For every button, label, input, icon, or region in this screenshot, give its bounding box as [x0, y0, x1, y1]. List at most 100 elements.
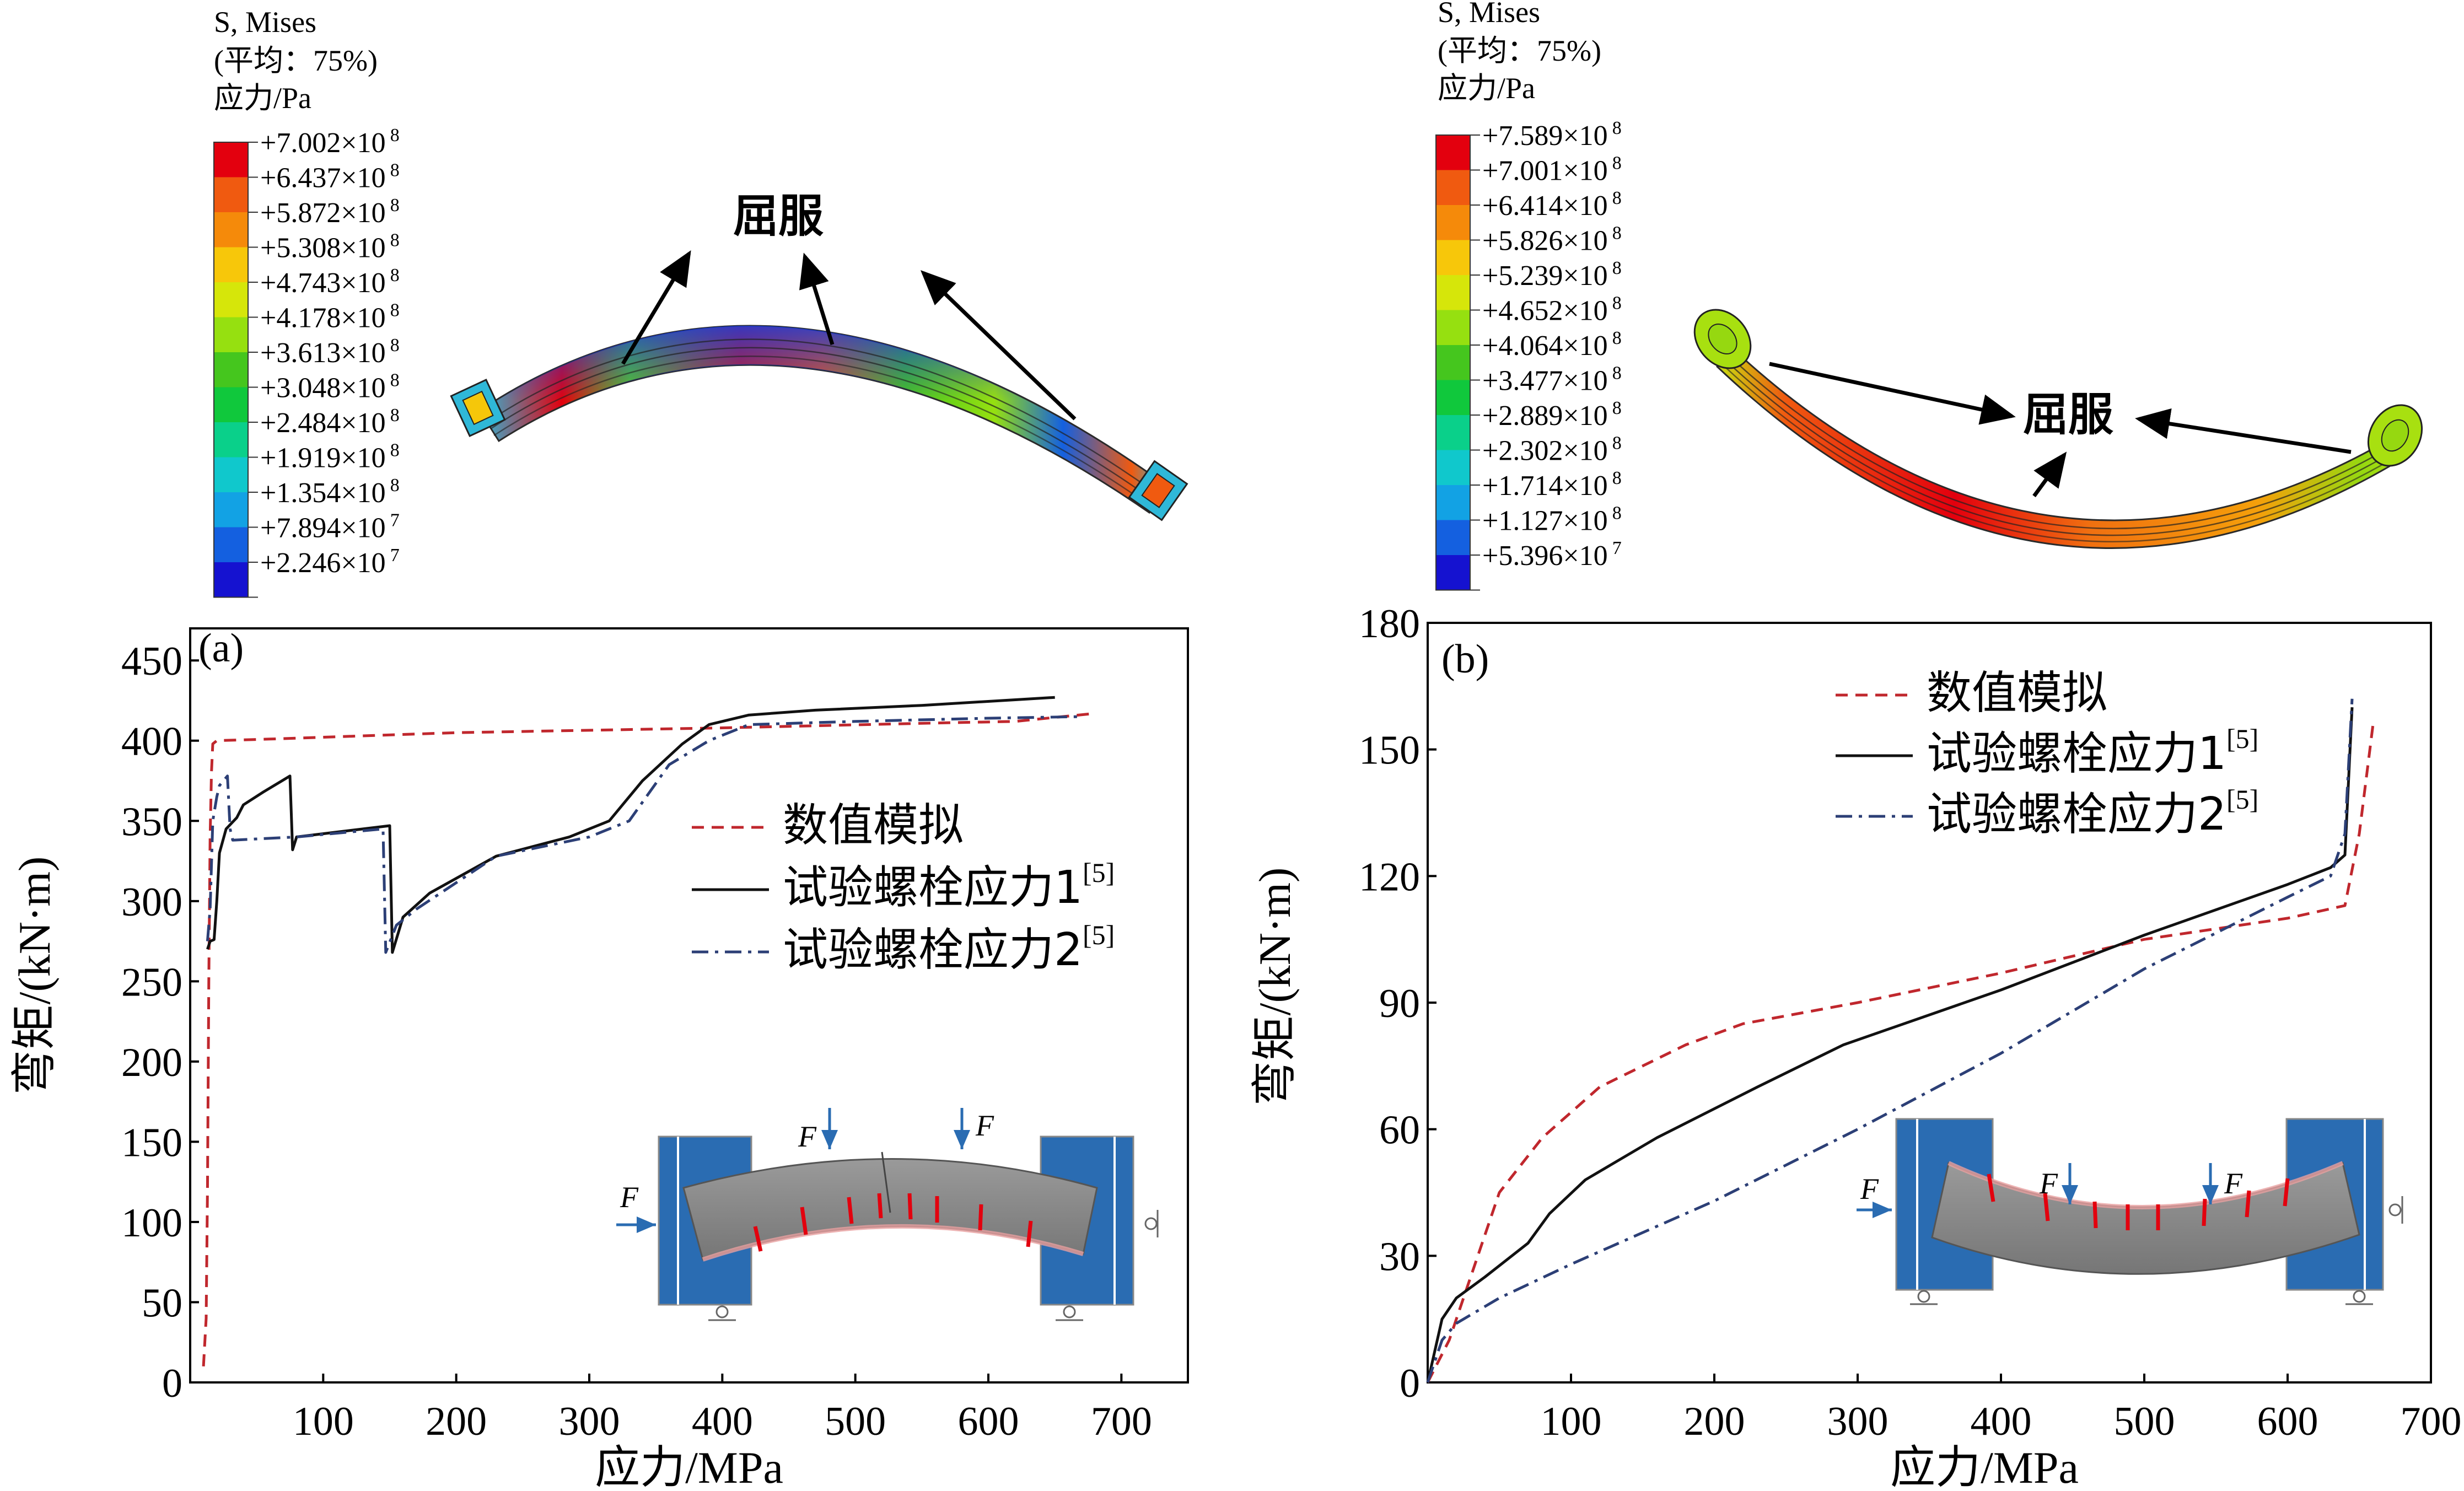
- fe-beam-a-left-end: [450, 378, 506, 438]
- y-tick-label: 30: [1379, 1234, 1420, 1279]
- colorbar-level-exponent: 7: [390, 510, 400, 531]
- legend-label: 试验螺栓应力2: [783, 924, 1083, 976]
- fe-beam-b-left-end: [1693, 309, 1752, 369]
- colorbar-level-label: +7.001×10: [1482, 155, 1608, 187]
- colorbar-level-exponent: 8: [390, 405, 400, 426]
- colorbar-level-exponent: 8: [390, 300, 400, 321]
- colorbar-level-label: +3.613×10: [260, 337, 386, 369]
- colorbar-level-label: +5.239×10: [1482, 260, 1608, 292]
- inset-a-force-left: F: [620, 1181, 639, 1214]
- x-tick-label: 100: [293, 1399, 354, 1444]
- colorbar-level-exponent: 8: [390, 370, 400, 391]
- colorbar-level-exponent: 8: [1612, 118, 1622, 138]
- y-tick-label: 50: [142, 1280, 182, 1326]
- fe-beam-a-shade: [480, 325, 1166, 513]
- legend-label: 数值模拟: [1927, 667, 2107, 719]
- colorbar-b: S, Mises (平均：75%) 应力/Pa +7.589×10 8+7.001…: [1435, 0, 1622, 591]
- colorbar-level-label: +2.246×10: [260, 547, 386, 579]
- inset-a-gauges: [753, 1193, 1033, 1252]
- colorbar-swatch: [214, 282, 248, 317]
- x-tick-label: 400: [1971, 1399, 2032, 1444]
- inset-a-force-2: F: [975, 1109, 994, 1142]
- legend-citation: [5]: [2226, 784, 2258, 815]
- colorbar-level-exponent: 8: [390, 125, 400, 146]
- chart-b-series: [1426, 698, 2375, 1384]
- y-tick-label: 60: [1379, 1108, 1420, 1153]
- colorbar-swatch: [214, 247, 248, 282]
- colorbar-a-title-3: 应力/Pa: [214, 82, 311, 115]
- colorbar-level-exponent: 8: [1612, 328, 1622, 348]
- chart-a-axes: 100 200 300 400 500 600 700 0 50 100 150 200 250 300 3…: [121, 627, 1189, 1444]
- yield-arrow-a-1: [621, 250, 691, 365]
- fe-model-a: 屈服: [450, 190, 1188, 521]
- y-tick-label: 100: [121, 1201, 182, 1246]
- colorbar-level-label: +4.178×10: [260, 303, 386, 334]
- y-tick-label: 350: [121, 799, 182, 844]
- yield-arrow-b-1: [1769, 362, 2016, 425]
- fe-model-b: 屈服: [1693, 309, 2423, 549]
- x-tick-label: 300: [1827, 1399, 1889, 1444]
- yield-label-b: 屈服: [2023, 389, 2113, 441]
- colorbar-swatch: [214, 562, 248, 598]
- colorbar-level-exponent: 7: [1612, 538, 1622, 558]
- colorbar-level-exponent: 8: [390, 230, 400, 251]
- colorbar-a: S, Mises (平均：75%) 应力/Pa +7.002×10 8+6.437…: [213, 6, 400, 598]
- colorbar-b-swatches: +7.589×10 8+7.001×10 8+6.414×10 8+5.826×10 8…: [1435, 118, 1622, 591]
- y-tick-label: 400: [121, 719, 182, 765]
- colorbar-level-label: +3.048×10: [260, 373, 386, 404]
- colorbar-level-exponent: 8: [390, 265, 400, 286]
- fe-beam-b-line-2: [1719, 354, 2392, 536]
- yield-label-a: 屈服: [733, 190, 824, 243]
- colorbar-swatch: [1436, 380, 1470, 415]
- colorbar-level-label: +2.889×10: [1482, 400, 1608, 432]
- yield-arrow-b-2: [2032, 451, 2067, 498]
- colorbar-swatch: [1436, 135, 1470, 170]
- plot-frame: [189, 627, 1189, 1384]
- colorbar-level-exponent: 8: [390, 195, 400, 216]
- chart-b: 100 200 300 400 500 600 700 0 30 60 90 120 150 180 (b…: [1250, 601, 2462, 1491]
- series-line: [1426, 698, 2354, 1383]
- y-tick-label: 90: [1379, 981, 1420, 1026]
- fe-beam-b-right-end: [2367, 404, 2423, 467]
- colorbar-level-label: +6.414×10: [1482, 190, 1608, 222]
- colorbar-level-exponent: 8: [1612, 188, 1622, 208]
- colorbar-swatch: [1436, 450, 1470, 485]
- inset-a-force-1: F: [798, 1120, 817, 1153]
- fe-beam-b-line-1: [1720, 348, 2390, 530]
- series-line: [1426, 719, 2375, 1384]
- inset-b-force-left: F: [1860, 1172, 1879, 1205]
- chart-b-axes: 100 200 300 400 500 600 700 0 30 60 90 120 150 180: [1359, 601, 2462, 1444]
- colorbar-swatch: [214, 422, 248, 457]
- colorbar-level-label: +4.743×10: [260, 267, 386, 299]
- colorbar-level-exponent: 8: [1612, 398, 1622, 418]
- x-tick-label: 200: [426, 1399, 487, 1444]
- x-tick-label: 400: [692, 1399, 753, 1444]
- colorbar-level-label: +1.127×10: [1482, 505, 1608, 537]
- colorbar-level-label: +5.396×10: [1482, 540, 1608, 572]
- colorbar-swatch: [1436, 485, 1470, 520]
- yield-arrow-a-2: [799, 252, 835, 346]
- legend-label: 试验螺栓应力1: [1927, 728, 2226, 780]
- colorbar-swatch: [1436, 520, 1470, 555]
- colorbar-level-label: +1.354×10: [260, 477, 386, 509]
- x-tick-label: 700: [1091, 1399, 1152, 1444]
- series-line: [206, 696, 1055, 954]
- colorbar-level-label: +7.002×10: [260, 127, 386, 159]
- legend-label: 试验螺栓应力2: [1927, 788, 2226, 841]
- yield-arrow-a-3: [920, 270, 1077, 421]
- chart-a-xlabel: 应力/MPa: [595, 1442, 783, 1491]
- chart-a-inset: F F F: [616, 1108, 1159, 1321]
- colorbar-a-title-1: S, Mises: [214, 6, 316, 39]
- legend-citation: [5]: [2226, 723, 2258, 754]
- colorbar-swatch: [1436, 205, 1470, 240]
- y-tick-label: 120: [1359, 854, 1420, 900]
- colorbar-swatch: [1436, 170, 1470, 205]
- y-tick-label: 450: [121, 639, 182, 684]
- colorbar-a-swatches: +7.002×10 8+6.437×10 8+5.872×10 8+5.308×10 8…: [213, 125, 400, 598]
- colorbar-level-exponent: 8: [1612, 153, 1622, 174]
- colorbar-b-title-2: (平均：75%): [1438, 34, 1601, 67]
- colorbar-level-label: +5.826×10: [1482, 225, 1608, 257]
- colorbar-level-exponent: 8: [1612, 433, 1622, 454]
